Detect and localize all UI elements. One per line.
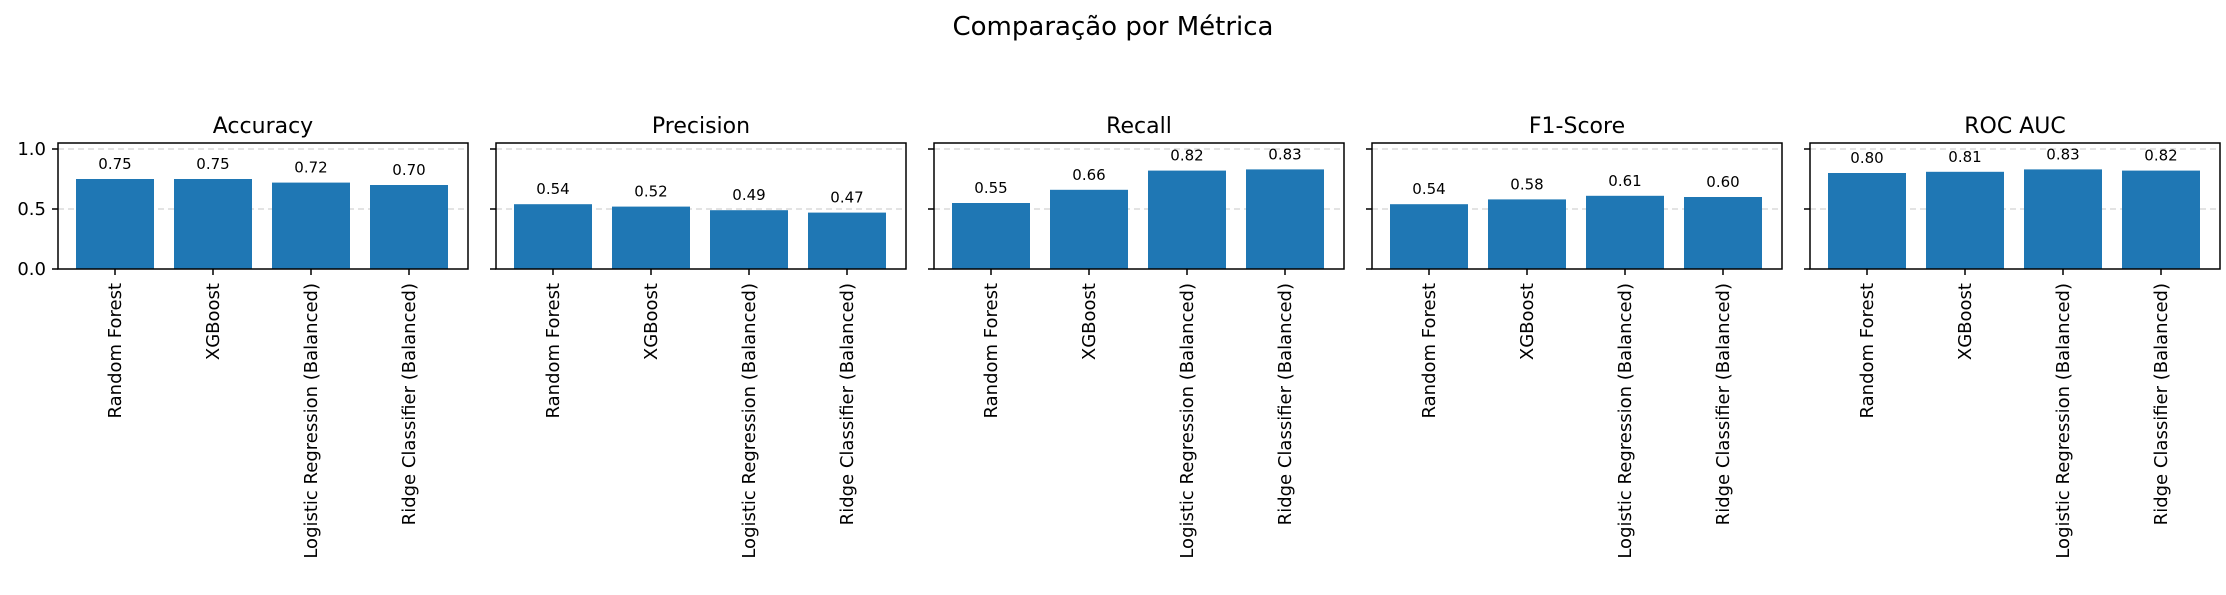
bar-value-label: 0.55 — [974, 179, 1007, 197]
bar-value-label: 0.80 — [1850, 149, 1883, 167]
bar-3 — [1586, 195, 1664, 269]
chart-panel-roc-auc: ROC AUC 0.80 0.81 0.83 0.82 Random Forest XGBo… — [1804, 114, 2221, 559]
axis-frame — [933, 142, 1345, 270]
bar-value-label: 0.54 — [536, 180, 569, 198]
bar-value-label: 0.72 — [294, 159, 327, 177]
bar-4 — [1684, 197, 1762, 269]
panel-title: F1-Score — [1529, 114, 1625, 139]
x-tick-label: Ridge Classifier (Balanced) — [1713, 283, 1734, 525]
bar-2 — [174, 179, 252, 269]
bar-value-label: 0.66 — [1072, 166, 1105, 184]
chart-panel-accuracy: Accuracy 0.75 0.75 0.72 0.70 0.0 0.5 1.0 Random … — [17, 114, 469, 559]
x-tick-label: Logistic Regression (Balanced) — [1615, 283, 1636, 559]
bar-1 — [76, 179, 154, 269]
bar-value-label: 0.61 — [1608, 172, 1641, 190]
bar-1 — [1828, 173, 1906, 269]
axis-frame — [57, 142, 469, 270]
panel-title: Accuracy — [213, 114, 313, 139]
axis-frame — [1371, 142, 1783, 270]
x-tick-label: XGBoost — [641, 283, 662, 360]
x-tick-label: Ridge Classifier (Balanced) — [837, 283, 858, 525]
bar-4 — [370, 185, 448, 269]
bar-2 — [612, 206, 690, 269]
chart-panel-f1-score: F1-Score 0.54 0.58 0.61 0.60 Random Forest XGB… — [1366, 114, 1783, 559]
figure-title: Comparação por Métrica — [953, 12, 1274, 42]
bar-2 — [1050, 189, 1128, 269]
bar-value-label: 0.54 — [1412, 180, 1445, 198]
bar-3 — [2024, 169, 2102, 269]
chart-panels: Accuracy 0.75 0.75 0.72 0.70 0.0 0.5 1.0 Random … — [17, 114, 2221, 559]
bar-value-label: 0.60 — [1706, 173, 1739, 191]
x-tick-label: Ridge Classifier (Balanced) — [1275, 283, 1296, 525]
bar-value-label: 0.47 — [830, 189, 863, 207]
bar-4 — [2122, 170, 2200, 269]
x-tick-label: XGBoost — [203, 283, 224, 360]
bar-value-label: 0.82 — [1170, 147, 1203, 165]
bar-1 — [514, 204, 592, 269]
y-tick-label: 1.0 — [17, 139, 46, 160]
x-tick-label: Ridge Classifier (Balanced) — [2151, 283, 2172, 525]
x-tick-label: Random Forest — [543, 283, 564, 418]
x-tick-label: Random Forest — [105, 283, 126, 418]
bar-2 — [1488, 199, 1566, 269]
x-tick-label: Random Forest — [1857, 283, 1878, 418]
chart-panel-recall: Recall 0.55 0.66 0.82 0.83 Random Forest XGBoo… — [928, 114, 1345, 559]
axis-frame — [1809, 142, 2221, 270]
panel-title: Recall — [1106, 114, 1172, 139]
x-tick-label: Ridge Classifier (Balanced) — [399, 283, 420, 525]
bar-value-label: 0.82 — [2144, 147, 2177, 165]
bar-value-label: 0.81 — [1948, 148, 1981, 166]
bar-value-label: 0.58 — [1510, 175, 1543, 193]
bar-value-label: 0.83 — [2046, 145, 2079, 163]
x-tick-label: Logistic Regression (Balanced) — [301, 283, 322, 559]
x-tick-label: Logistic Regression (Balanced) — [739, 283, 760, 559]
y-tick-label: 0.0 — [17, 259, 46, 280]
x-tick-label: Logistic Regression (Balanced) — [1177, 283, 1198, 559]
bar-value-label: 0.52 — [634, 183, 667, 201]
bar-4 — [808, 212, 886, 269]
axis-frame — [495, 142, 907, 270]
x-tick-label: XGBoost — [1955, 283, 1976, 360]
y-tick-label: 0.5 — [17, 199, 46, 220]
bar-value-label: 0.83 — [1268, 145, 1301, 163]
bar-1 — [1390, 204, 1468, 269]
x-tick-label: Random Forest — [1419, 283, 1440, 418]
x-tick-label: XGBoost — [1517, 283, 1538, 360]
bar-3 — [272, 182, 350, 269]
bar-4 — [1246, 169, 1324, 269]
x-tick-label: Random Forest — [981, 283, 1002, 418]
bar-value-label: 0.49 — [732, 186, 765, 204]
bar-1 — [952, 203, 1030, 269]
chart-panel-precision: Precision 0.54 0.52 0.49 0.47 Random Forest XG… — [490, 114, 907, 559]
bar-2 — [1926, 171, 2004, 269]
panel-title: Precision — [652, 114, 750, 139]
bar-3 — [710, 210, 788, 269]
bar-value-label: 0.75 — [98, 155, 131, 173]
bar-value-label: 0.70 — [392, 161, 425, 179]
bar-value-label: 0.75 — [196, 155, 229, 173]
x-tick-label: Logistic Regression (Balanced) — [2053, 283, 2074, 559]
panel-title: ROC AUC — [1964, 114, 2065, 139]
x-tick-label: XGBoost — [1079, 283, 1100, 360]
bar-3 — [1148, 170, 1226, 269]
